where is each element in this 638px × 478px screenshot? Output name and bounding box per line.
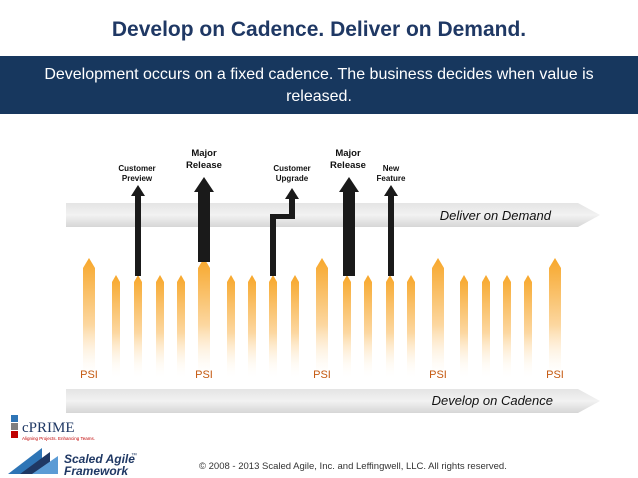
safe-name-line1: Scaled Agile bbox=[64, 452, 135, 466]
cprime-mark-square bbox=[11, 423, 18, 430]
copyright-footer: © 2008 - 2013 Scaled Agile, Inc. and Lef… bbox=[199, 461, 507, 472]
iteration-bar bbox=[407, 275, 415, 380]
iteration-bar bbox=[364, 275, 372, 380]
cprime-mark-square bbox=[11, 415, 18, 422]
psi-bar bbox=[83, 258, 95, 380]
psi-bar bbox=[198, 258, 210, 380]
release-label-line2: Release bbox=[186, 160, 222, 171]
cprime-mark-square bbox=[11, 431, 18, 438]
iteration-bar bbox=[177, 275, 185, 380]
iteration-bar bbox=[386, 275, 394, 380]
psi-labels: PSI PSI PSI PSI PSI bbox=[80, 369, 564, 381]
iteration-bar bbox=[503, 275, 511, 380]
release-label-line2: Preview bbox=[122, 174, 153, 183]
release-label-line1: Customer bbox=[273, 164, 310, 173]
safe-mark-icon bbox=[32, 456, 58, 474]
psi-label: PSI bbox=[546, 369, 564, 381]
psi-label: PSI bbox=[80, 369, 98, 381]
release-label-line1: Major bbox=[335, 148, 361, 159]
major-release-arrow bbox=[339, 177, 359, 276]
psi-bar bbox=[549, 258, 561, 380]
safe-logo: Scaled Agile Framework ™ bbox=[8, 448, 137, 478]
iteration-bar bbox=[248, 275, 256, 380]
release-arrows bbox=[131, 177, 398, 276]
cprime-tagline: Aligning Projects. Enhancing Teams. bbox=[22, 436, 95, 441]
iteration-bar bbox=[482, 275, 490, 380]
release-label-line2: Release bbox=[330, 160, 366, 171]
major-release-arrow bbox=[194, 177, 214, 262]
customer-upgrade-arrow bbox=[270, 188, 299, 276]
iteration-bar bbox=[524, 275, 532, 380]
psi-label: PSI bbox=[429, 369, 447, 381]
release-label-line1: New bbox=[383, 164, 400, 173]
iteration-bar bbox=[134, 275, 142, 380]
release-label-line2: Upgrade bbox=[276, 174, 309, 183]
psi-label: PSI bbox=[313, 369, 331, 381]
safe-trademark: ™ bbox=[131, 452, 137, 459]
iteration-bar bbox=[343, 275, 351, 380]
develop-band-arrow bbox=[66, 389, 600, 413]
iteration-bar bbox=[112, 275, 120, 380]
psi-bar bbox=[316, 258, 328, 380]
slide-title: Develop on Cadence. Deliver on Demand. bbox=[111, 18, 527, 41]
cprime-logo: cPRIME Aligning Projects. Enhancing Team… bbox=[11, 415, 95, 441]
release-label-line1: Major bbox=[191, 148, 217, 159]
iteration-bar bbox=[227, 275, 235, 380]
new-feature-arrow bbox=[384, 185, 398, 276]
deliver-label: Deliver on Demand bbox=[440, 208, 552, 223]
release-label-line2: Feature bbox=[377, 174, 406, 183]
iteration-bar bbox=[460, 275, 468, 380]
iteration-bar bbox=[291, 275, 299, 380]
subtitle-banner: Development occurs on a fixed cadence. T… bbox=[0, 56, 638, 114]
iteration-bar bbox=[269, 275, 277, 380]
safe-name-line2: Framework bbox=[64, 464, 129, 478]
cadence-bars bbox=[83, 258, 561, 380]
psi-bar bbox=[432, 258, 444, 380]
release-labels: Customer Preview Major Release Customer … bbox=[118, 148, 406, 183]
develop-label: Develop on Cadence bbox=[432, 393, 553, 408]
customer-preview-arrow bbox=[131, 185, 145, 276]
cprime-name: cPRIME bbox=[22, 420, 75, 436]
iteration-bar bbox=[156, 275, 164, 380]
release-label-line1: Customer bbox=[118, 164, 155, 173]
psi-label: PSI bbox=[195, 369, 213, 381]
